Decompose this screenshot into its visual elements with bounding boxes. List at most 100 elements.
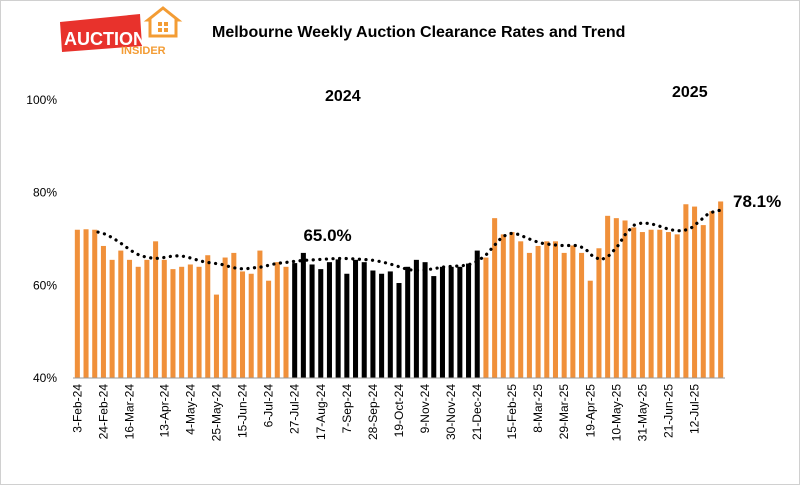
- bar: [631, 227, 637, 378]
- x-tick-label: 10-May-25: [609, 384, 623, 442]
- bar: [266, 280, 272, 378]
- y-tick-label: 80%: [33, 186, 57, 200]
- bar: [674, 234, 680, 378]
- bar: [596, 248, 602, 378]
- bar: [561, 252, 567, 378]
- x-tick-label: 29-Mar-25: [557, 384, 571, 440]
- x-tick-label: 15-Jun-24: [236, 384, 250, 438]
- x-tick-label: 15-Feb-25: [505, 384, 519, 440]
- bar: [605, 215, 611, 378]
- bar: [422, 262, 428, 378]
- bar: [135, 266, 141, 378]
- bar: [179, 266, 185, 378]
- x-tick-label: 4-May-24: [183, 384, 197, 435]
- bar: [579, 252, 585, 378]
- bar: [379, 273, 385, 378]
- y-tick-label: 60%: [33, 278, 57, 292]
- bar: [109, 259, 115, 378]
- house-icon: [143, 6, 183, 38]
- bar: [474, 250, 480, 378]
- bar: [431, 276, 437, 378]
- bar: [700, 225, 706, 378]
- x-tick-label: 6-Jul-24: [262, 384, 276, 428]
- bar: [274, 262, 280, 378]
- x-tick-label: 17-Aug-24: [314, 384, 328, 440]
- bar: [518, 241, 524, 378]
- x-tick-label: 19-Apr-25: [583, 384, 597, 438]
- bar: [309, 264, 315, 378]
- x-tick-label: 12-Jul-25: [688, 384, 702, 434]
- bar: [335, 259, 341, 378]
- x-tick-label: 7-Sep-24: [340, 384, 354, 434]
- x-tick-label: 16-Mar-24: [123, 384, 137, 440]
- bar: [370, 270, 376, 378]
- bar: [396, 283, 402, 378]
- bar: [100, 245, 106, 378]
- bar: [161, 259, 167, 378]
- bar: [639, 232, 645, 378]
- bar: [353, 259, 359, 378]
- bar: [483, 257, 489, 378]
- bar: [118, 250, 124, 378]
- bar: [187, 264, 193, 378]
- bar: [170, 269, 176, 378]
- bar: [240, 271, 246, 378]
- year-label-2025: 2025: [672, 84, 708, 101]
- bar: [213, 294, 219, 378]
- bar: [344, 273, 350, 378]
- bar: [361, 262, 367, 378]
- bar: [709, 211, 715, 378]
- callout-mid-2024: 65.0%: [303, 226, 351, 245]
- x-tick-label: 21-Dec-24: [470, 384, 484, 440]
- bar: [509, 232, 515, 378]
- trend-dots: [96, 208, 727, 273]
- bar: [622, 220, 628, 378]
- bar: [231, 252, 237, 378]
- bar: [500, 234, 506, 378]
- bar: [257, 250, 263, 378]
- bar: [683, 204, 689, 378]
- bar: [648, 229, 654, 378]
- bar: [405, 266, 411, 378]
- callout-latest: 78.1%: [733, 192, 781, 211]
- bar: [439, 266, 445, 378]
- x-tick-label: 21-Jun-25: [662, 384, 676, 438]
- x-tick-label: 24-Feb-24: [96, 384, 110, 440]
- bar: [552, 241, 558, 378]
- x-tick-label: 19-Oct-24: [392, 384, 406, 438]
- bar: [387, 271, 393, 378]
- bar: [153, 241, 159, 378]
- bar: [92, 229, 98, 378]
- bar: [466, 263, 472, 378]
- x-tick-label: 31-May-25: [635, 384, 649, 442]
- year-label-2024: 2024: [325, 88, 361, 105]
- bar: [205, 255, 211, 378]
- bar: [318, 269, 324, 378]
- bar: [613, 218, 619, 378]
- bar: [74, 229, 80, 378]
- y-tick-label: 100%: [26, 93, 57, 107]
- x-tick-label: 8-Mar-25: [531, 384, 545, 433]
- y-axis: 40% 60% 80% 100%: [26, 93, 57, 385]
- bar: [300, 252, 306, 378]
- bar: [570, 245, 576, 378]
- bar: [492, 218, 498, 378]
- x-tick-label: 3-Feb-24: [70, 384, 84, 433]
- x-tick-label: 27-Jul-24: [288, 384, 302, 434]
- chart-title: Melbourne Weekly Auction Clearance Rates…: [212, 24, 625, 41]
- bar: [526, 252, 532, 378]
- bar: [665, 232, 672, 378]
- bar: [126, 259, 133, 378]
- bar: [544, 241, 550, 378]
- bar: [692, 206, 698, 378]
- bar: [248, 273, 254, 378]
- bar: [326, 262, 332, 378]
- x-tick-label: 25-May-24: [209, 384, 223, 442]
- bar: [83, 229, 89, 378]
- bar: [457, 266, 463, 378]
- bar: [587, 280, 593, 378]
- y-tick-label: 40%: [33, 371, 57, 385]
- bar: [718, 201, 724, 378]
- bar: [144, 259, 150, 378]
